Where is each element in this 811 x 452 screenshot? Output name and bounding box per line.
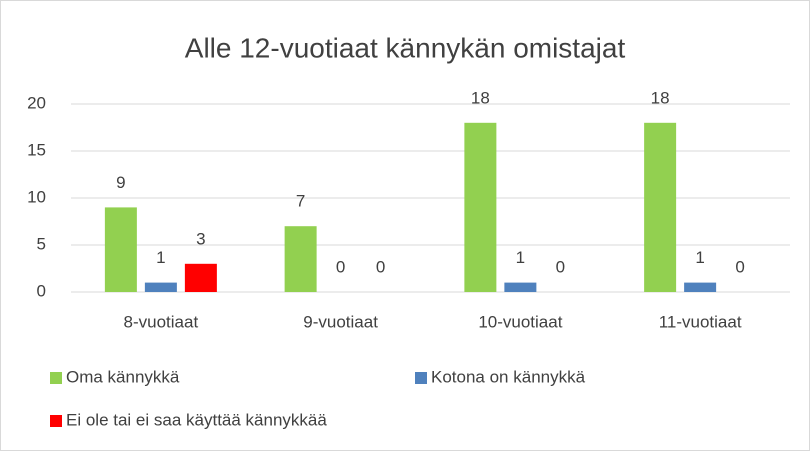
y-tick-label: 5: [37, 234, 46, 253]
y-tick-label: 0: [37, 281, 46, 300]
data-label: 1: [516, 248, 525, 267]
bar: [464, 122, 497, 292]
bar: [184, 263, 217, 292]
bar: [684, 282, 717, 292]
bar: [644, 122, 677, 292]
legend-swatch: [50, 415, 62, 427]
x-tick-label: 9-vuotiaat: [303, 312, 378, 331]
bar: [104, 207, 137, 292]
y-tick-label: 10: [27, 187, 46, 206]
legend-label: Ei ole tai ei saa käyttää kännykkää: [66, 410, 327, 429]
legend-label: Oma kännykkä: [66, 367, 180, 386]
data-label: 18: [651, 88, 670, 107]
x-tick-label: 11-vuotiaat: [659, 312, 742, 331]
data-label: 0: [556, 257, 565, 276]
legend-swatch: [50, 372, 62, 384]
data-label: 0: [735, 257, 744, 276]
data-label: 0: [336, 257, 345, 276]
chart-title: Alle 12-vuotiaat kännykän omistajat: [185, 32, 626, 63]
y-tick-label: 20: [27, 93, 46, 112]
bar: [284, 226, 317, 292]
x-tick-label: 10-vuotiaat: [478, 312, 562, 331]
data-label: 9: [116, 173, 125, 192]
data-label: 7: [296, 192, 305, 211]
legend-label: Kotona on kännykkä: [431, 367, 586, 386]
x-tick-label: 8-vuotiaat: [124, 312, 199, 331]
bar: [144, 282, 177, 292]
data-label: 1: [156, 248, 165, 267]
data-label: 18: [471, 88, 490, 107]
data-label: 1: [695, 248, 704, 267]
legend-swatch: [415, 372, 427, 384]
y-tick-label: 15: [27, 140, 46, 159]
bar: [504, 282, 537, 292]
data-label: 0: [376, 257, 385, 276]
data-label: 3: [196, 229, 205, 248]
